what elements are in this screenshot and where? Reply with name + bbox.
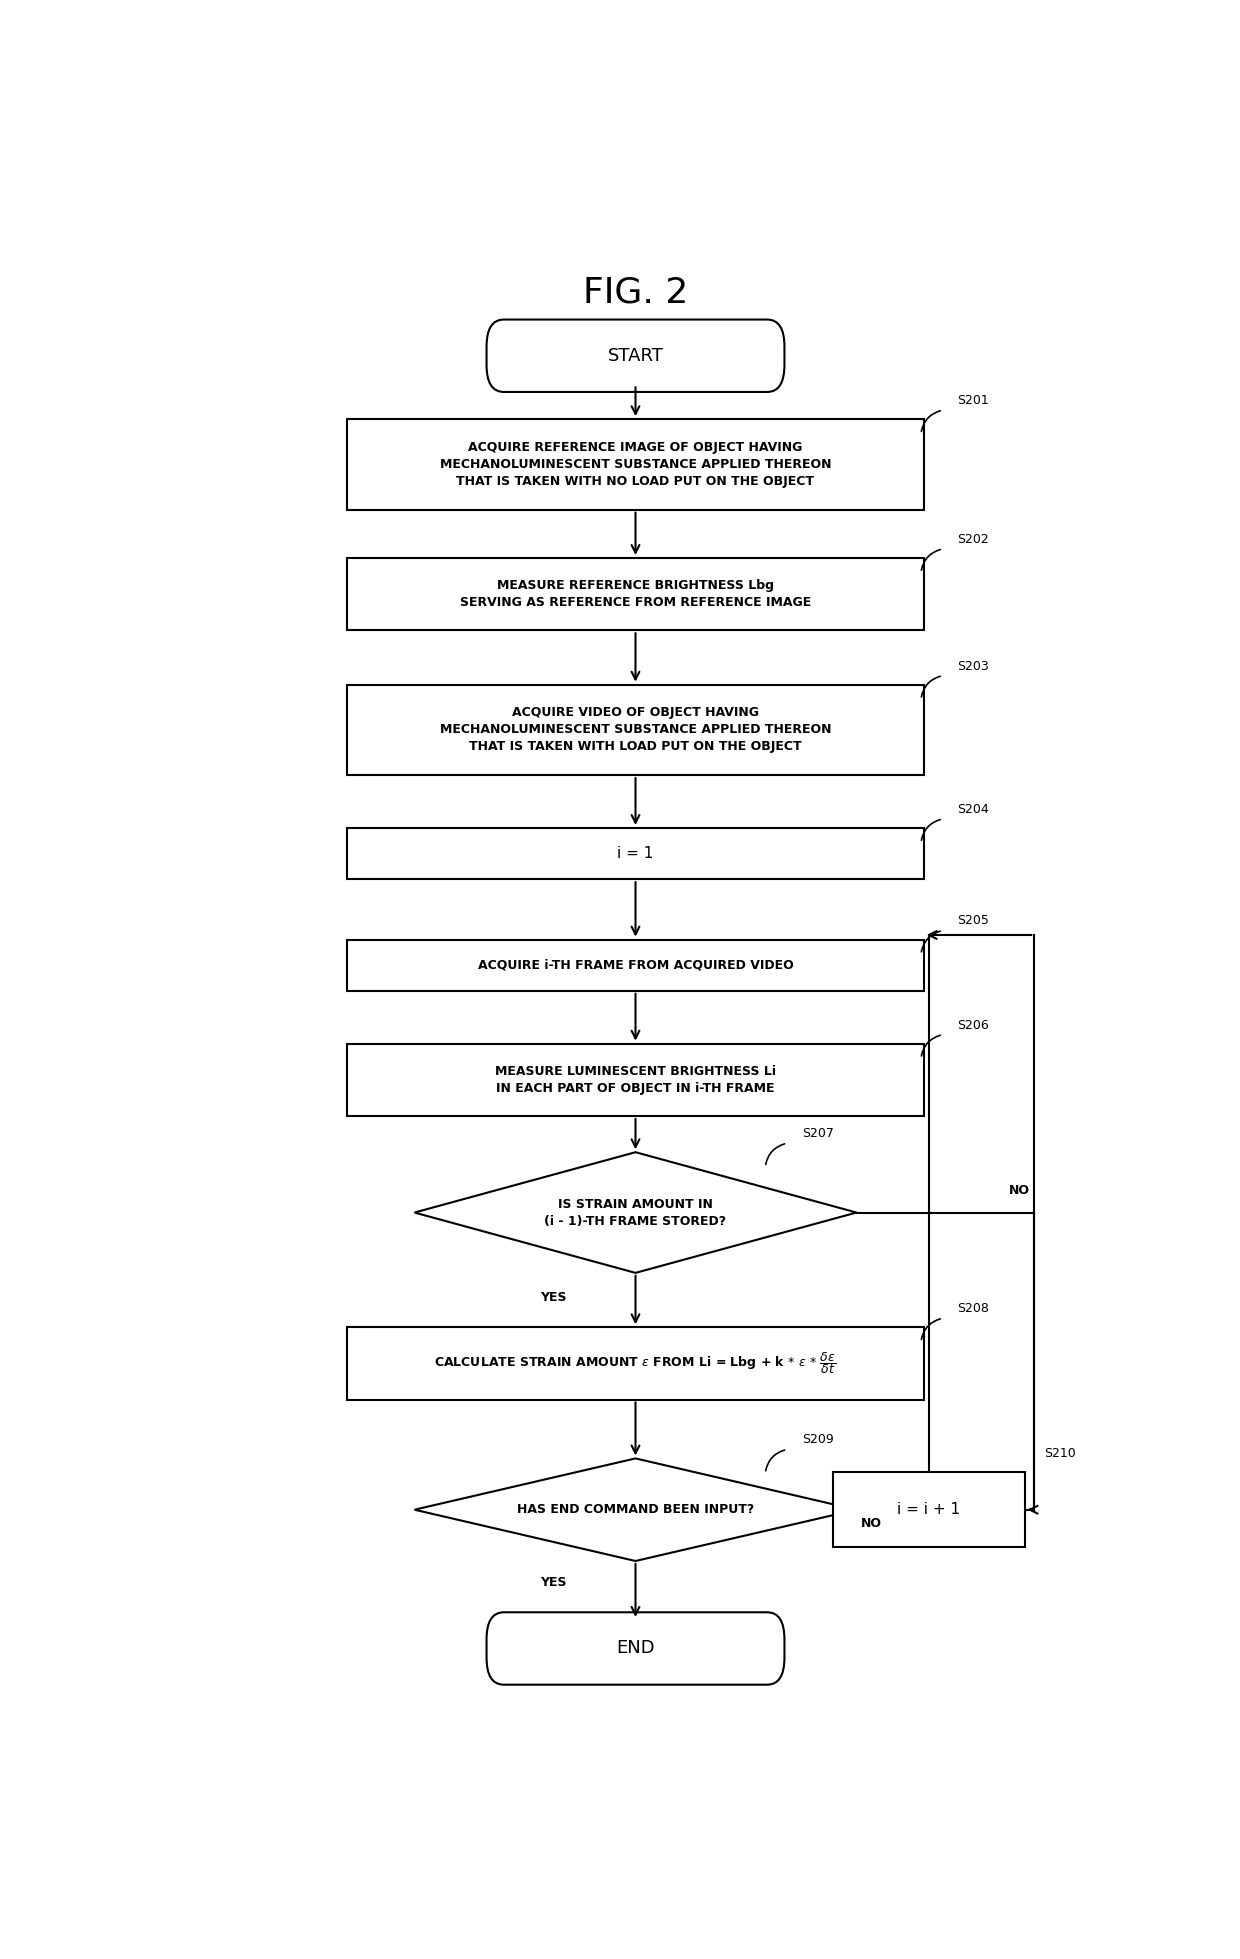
Text: NO: NO [862,1516,883,1530]
Text: i = i + 1: i = i + 1 [897,1503,960,1516]
Text: NO: NO [1008,1185,1029,1197]
Text: START: START [608,347,663,364]
Text: MEASURE REFERENCE BRIGHTNESS Lbg
SERVING AS REFERENCE FROM REFERENCE IMAGE: MEASURE REFERENCE BRIGHTNESS Lbg SERVING… [460,580,811,609]
Text: S207: S207 [802,1126,833,1140]
Text: S203: S203 [957,660,990,672]
Text: HAS END COMMAND BEEN INPUT?: HAS END COMMAND BEEN INPUT? [517,1503,754,1516]
Text: S202: S202 [957,533,990,547]
Text: ACQUIRE REFERENCE IMAGE OF OBJECT HAVING
MECHANOLUMINESCENT SUBSTANCE APPLIED TH: ACQUIRE REFERENCE IMAGE OF OBJECT HAVING… [440,441,831,488]
Text: MEASURE LUMINESCENT BRIGHTNESS Li
IN EACH PART OF OBJECT IN i-TH FRAME: MEASURE LUMINESCENT BRIGHTNESS Li IN EAC… [495,1066,776,1095]
Text: YES: YES [541,1291,567,1305]
FancyBboxPatch shape [347,419,924,509]
Text: CALCULATE STRAIN AMOUNT $\varepsilon$ FROM Li = Lbg + k $*$ $\varepsilon$ $*$ $\: CALCULATE STRAIN AMOUNT $\varepsilon$ FR… [434,1350,837,1377]
FancyBboxPatch shape [832,1471,1024,1548]
FancyBboxPatch shape [347,829,924,880]
Text: IS STRAIN AMOUNT IN
(i - 1)-TH FRAME STORED?: IS STRAIN AMOUNT IN (i - 1)-TH FRAME STO… [544,1197,727,1228]
Text: i = 1: i = 1 [618,846,653,862]
Text: YES: YES [541,1577,567,1589]
Text: S201: S201 [957,394,990,407]
FancyBboxPatch shape [347,1044,924,1117]
Polygon shape [414,1152,857,1273]
Text: ACQUIRE VIDEO OF OBJECT HAVING
MECHANOLUMINESCENT SUBSTANCE APPLIED THEREON
THAT: ACQUIRE VIDEO OF OBJECT HAVING MECHANOLU… [440,707,831,754]
FancyBboxPatch shape [347,558,924,631]
Text: FIG. 2: FIG. 2 [583,276,688,310]
Text: S205: S205 [957,915,990,927]
FancyBboxPatch shape [347,684,924,776]
FancyBboxPatch shape [347,1326,924,1399]
Polygon shape [414,1457,857,1561]
FancyBboxPatch shape [486,319,785,392]
FancyBboxPatch shape [486,1612,785,1685]
Text: S209: S209 [802,1434,833,1446]
Text: ACQUIRE i-TH FRAME FROM ACQUIRED VIDEO: ACQUIRE i-TH FRAME FROM ACQUIRED VIDEO [477,958,794,972]
Text: S206: S206 [957,1019,990,1032]
FancyBboxPatch shape [347,940,924,991]
Text: END: END [616,1640,655,1657]
Text: S210: S210 [1044,1448,1075,1459]
Text: S208: S208 [957,1303,990,1314]
Text: S204: S204 [957,803,990,815]
